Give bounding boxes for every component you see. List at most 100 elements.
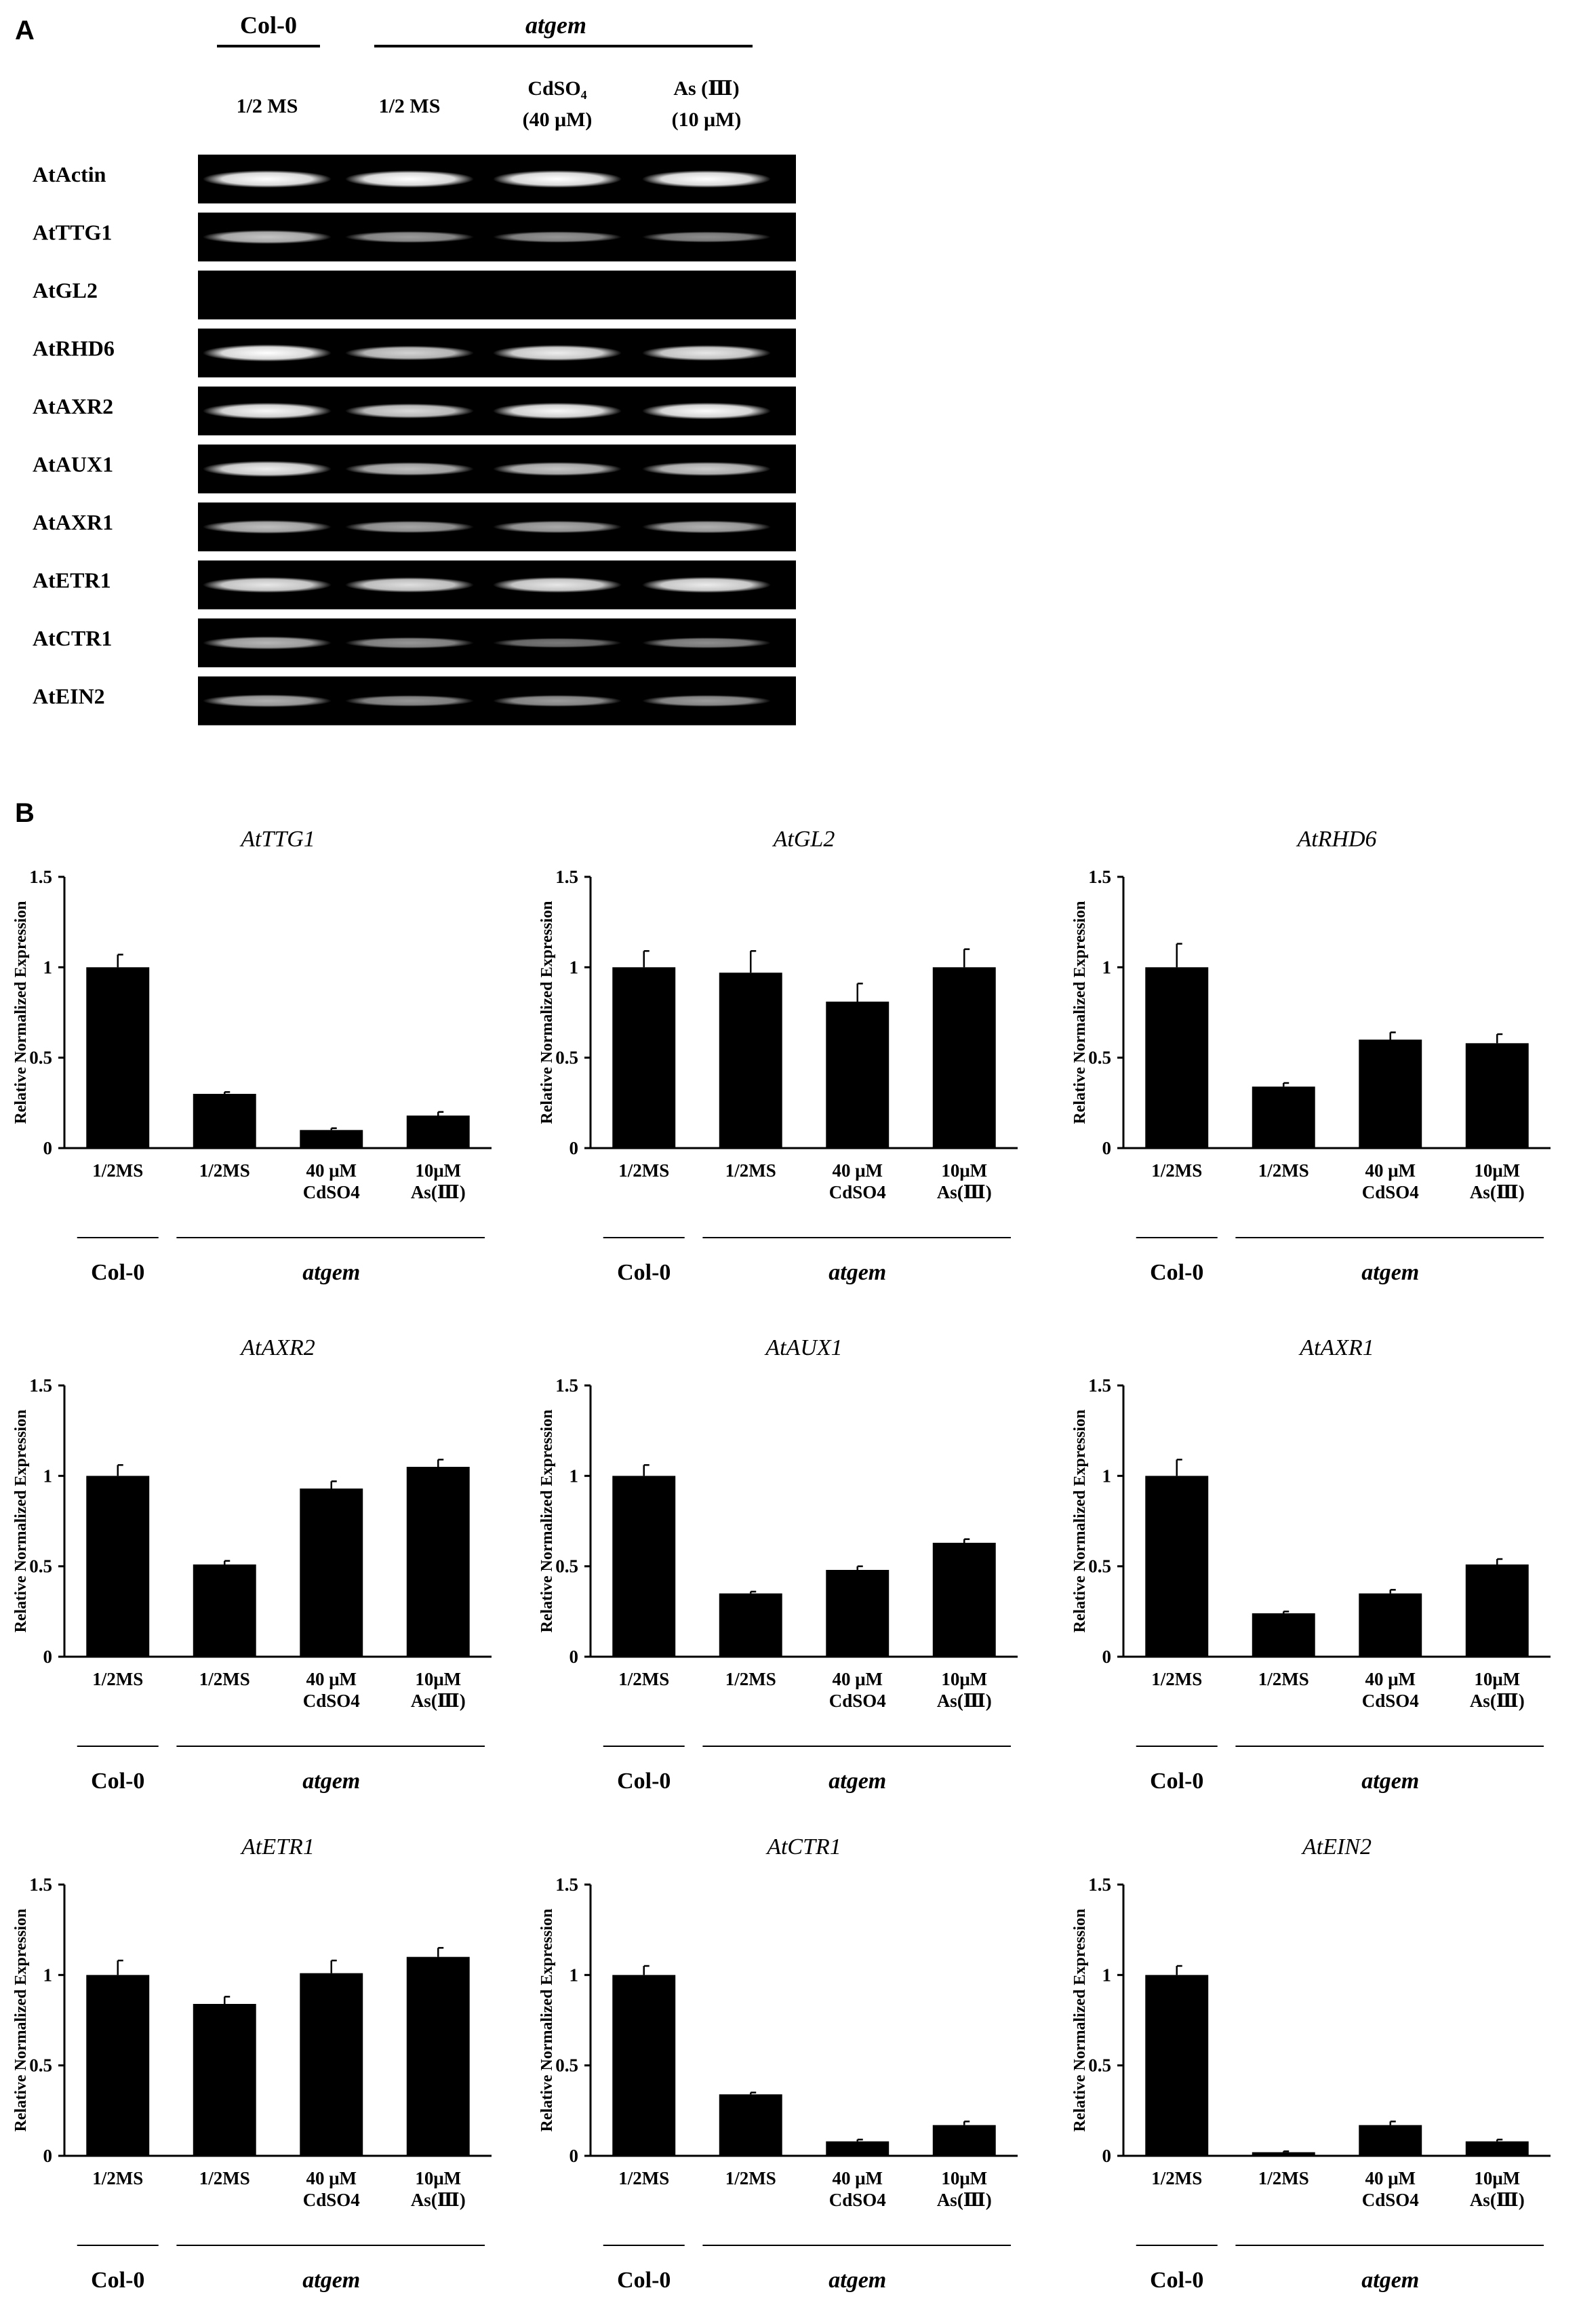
y-tick-label: 1.5 — [29, 1375, 52, 1396]
x-tick-label: 1/2MS — [618, 2168, 669, 2188]
x-tick-label: As(Ⅲ) — [1470, 1691, 1525, 1711]
x-tick-label: 1/2MS — [1258, 2168, 1309, 2188]
bar — [719, 1593, 782, 1657]
gel-band — [642, 344, 771, 361]
group-label-col0: Col-0 — [617, 2268, 671, 2293]
group-label-col0: Col-0 — [91, 1769, 144, 1794]
chart-title: AtAUX1 — [764, 1335, 842, 1360]
x-tick-label: 1/2MS — [1151, 1160, 1202, 1181]
y-tick-label: 1 — [569, 957, 579, 977]
bar — [1359, 1593, 1422, 1657]
y-tick-label: 1 — [1102, 1465, 1112, 1486]
x-tick-label: As(Ⅲ) — [1470, 2190, 1525, 2210]
x-tick-label: 10μM — [415, 1160, 461, 1181]
chart-ylabel: Relative Normalized Expression — [538, 901, 556, 1124]
gel-gene-label: AtTTG1 — [33, 220, 112, 245]
bar — [193, 2004, 256, 2156]
x-tick-label: CdSO4 — [1362, 1182, 1419, 1202]
y-tick-label: 0.5 — [555, 1048, 578, 1068]
gel-gene-label: AtGL2 — [33, 278, 98, 302]
x-tick-label: 1/2MS — [1258, 1160, 1309, 1181]
y-tick-label: 0 — [569, 1647, 579, 1667]
gel-lane-label: 1/2 MS — [237, 95, 298, 117]
gel-band — [345, 345, 474, 361]
panel-a: A Col-0 atgem 1/2 MS 1/2 MS CdSO₄ (40 μM) As… — [15, 12, 796, 726]
bar — [1145, 1476, 1209, 1657]
y-tick-label: 0 — [569, 1138, 579, 1158]
gel-band — [493, 231, 622, 243]
x-tick-label: CdSO4 — [1362, 2190, 1419, 2210]
chart-AtAXR2: AtAXR2 Relative Normalized Expression 0 0.5… — [12, 1335, 492, 1794]
y-tick-label: 0.5 — [29, 1048, 52, 1068]
y-tick-label: 1.5 — [555, 1874, 578, 1895]
chart-AtRHD6: AtRHD6 Relative Normalized Expression 0 0.5… — [1071, 827, 1551, 1285]
gel-strip — [198, 271, 796, 319]
group-label-col0: Col-0 — [617, 1260, 671, 1285]
group-label-atgem: atgem — [302, 1769, 360, 1794]
bar-charts: AtTTG1 Relative Normalized Expression 0 0.5… — [12, 827, 1551, 2293]
bar — [300, 1973, 363, 2156]
bar — [406, 1956, 470, 2156]
y-tick-label: 1.5 — [1088, 1874, 1111, 1895]
chart-AtCTR1: AtCTR1 Relative Normalized Expression 0 0.5… — [538, 1834, 1018, 2293]
gel-band — [203, 460, 332, 477]
group-label-atgem: atgem — [1361, 2268, 1419, 2293]
gel-row: AtGL2 — [33, 271, 796, 319]
x-tick-label: 10μM — [1474, 1669, 1520, 1689]
bar — [1465, 1564, 1529, 1657]
gel-band — [203, 402, 332, 420]
group-label-col0: Col-0 — [1150, 2268, 1203, 2293]
x-tick-label: As(Ⅲ) — [411, 2190, 466, 2210]
group-label-atgem: atgem — [828, 2268, 886, 2293]
chart-ylabel: Relative Normalized Expression — [1071, 1410, 1089, 1633]
chart-title: AtAXR1 — [1298, 1335, 1374, 1360]
gel-band — [203, 230, 332, 244]
bar — [193, 1564, 256, 1657]
y-tick-label: 1 — [569, 1965, 579, 1985]
y-tick-label: 0.5 — [1088, 1048, 1111, 1068]
y-tick-label: 0 — [569, 2146, 579, 2166]
gel-lane-labels: 1/2 MS 1/2 MS CdSO₄ (40 μM) As (Ⅲ) (10 μM) — [237, 77, 742, 131]
x-tick-label: 10μM — [415, 2168, 461, 2188]
gel-row: AtTTG1 — [33, 212, 796, 262]
x-tick-label: CdSO4 — [829, 2190, 886, 2210]
y-tick-label: 1 — [1102, 957, 1112, 977]
bar — [612, 967, 676, 1148]
y-tick-label: 0.5 — [29, 2055, 52, 2076]
bar — [932, 1543, 996, 1657]
bar — [86, 967, 150, 1148]
y-tick-label: 0.5 — [1088, 1556, 1111, 1577]
gel-gene-label: AtAXR1 — [33, 510, 113, 534]
x-tick-label: 10μM — [941, 1669, 987, 1689]
panel-b-label: B — [15, 798, 35, 828]
y-tick-label: 1.5 — [555, 867, 578, 887]
gel-band — [642, 402, 771, 420]
x-tick-label: 1/2MS — [725, 2168, 776, 2188]
chart-title: AtAXR2 — [239, 1335, 315, 1360]
gel-gene-label: AtActin — [33, 162, 106, 186]
group-label-col0: Col-0 — [617, 1769, 671, 1794]
gel-band — [642, 637, 771, 649]
x-tick-label: 40 μM — [306, 2168, 357, 2188]
gel-row: AtRHD6 — [33, 328, 796, 378]
gel-band — [345, 577, 474, 593]
y-tick-label: 0.5 — [29, 1556, 52, 1577]
group-label-atgem: atgem — [828, 1260, 886, 1285]
gel-band — [642, 576, 771, 593]
group-label-col0: Col-0 — [1150, 1769, 1203, 1794]
bar — [826, 1002, 890, 1148]
x-tick-label: CdSO4 — [1362, 1691, 1419, 1711]
x-tick-label: 1/2MS — [92, 1160, 143, 1181]
y-tick-label: 0 — [1102, 1138, 1112, 1158]
gel-band — [642, 520, 771, 534]
chart-title: AtCTR1 — [765, 1834, 841, 1859]
bar — [1252, 2152, 1315, 2156]
gel-band — [493, 344, 622, 361]
gel-row: AtETR1 — [33, 560, 796, 610]
group-label-atgem: atgem — [1361, 1260, 1419, 1285]
chart-AtAXR1: AtAXR1 Relative Normalized Expression 0 0.5… — [1071, 1335, 1551, 1794]
gel-band — [203, 520, 332, 534]
bar — [719, 972, 782, 1148]
gel-gene-label: AtCTR1 — [33, 626, 112, 650]
